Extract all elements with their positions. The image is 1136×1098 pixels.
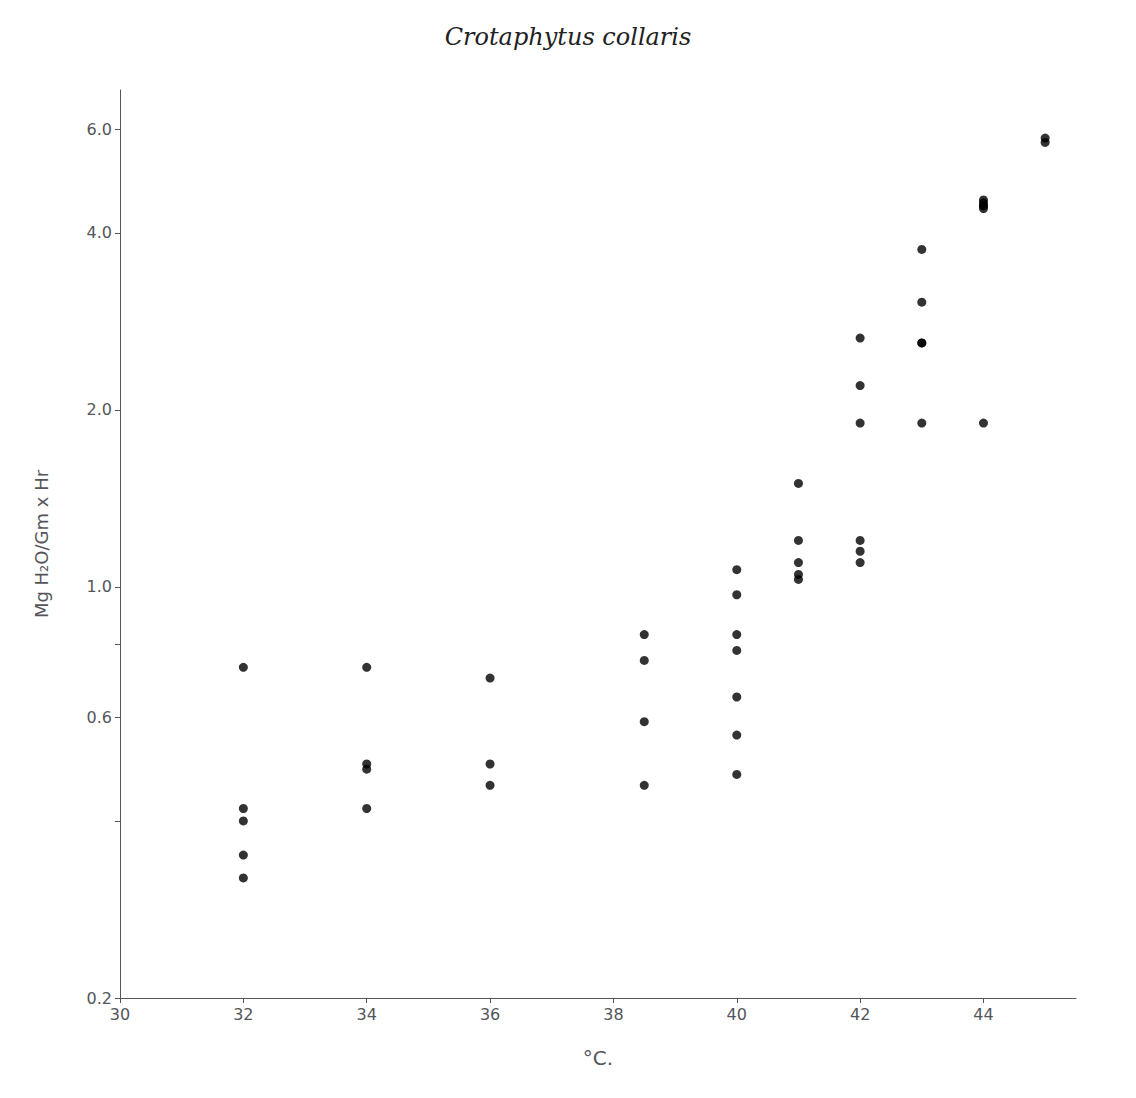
svg-text:30: 30 — [110, 1005, 130, 1024]
svg-text:2.0: 2.0 — [87, 400, 112, 419]
svg-text:4.0: 4.0 — [87, 223, 112, 242]
svg-text:1.0: 1.0 — [87, 577, 112, 596]
svg-text:36: 36 — [480, 1005, 500, 1024]
svg-text:40: 40 — [727, 1005, 747, 1024]
svg-text:38: 38 — [603, 1005, 623, 1024]
svg-text:Mg H₂O/Gm x Hr: Mg H₂O/Gm x Hr — [31, 469, 52, 618]
svg-text:44: 44 — [973, 1005, 993, 1024]
svg-text:0.6: 0.6 — [87, 708, 112, 727]
svg-text:32: 32 — [233, 1005, 253, 1024]
svg-text:34: 34 — [357, 1005, 377, 1024]
svg-text:0.2: 0.2 — [87, 989, 112, 1008]
svg-text:6.0: 6.0 — [87, 120, 112, 139]
svg-text:°C.: °C. — [583, 1046, 613, 1070]
svg-text:42: 42 — [850, 1005, 870, 1024]
svg-text:Crotaphytus collaris: Crotaphytus collaris — [445, 23, 692, 51]
